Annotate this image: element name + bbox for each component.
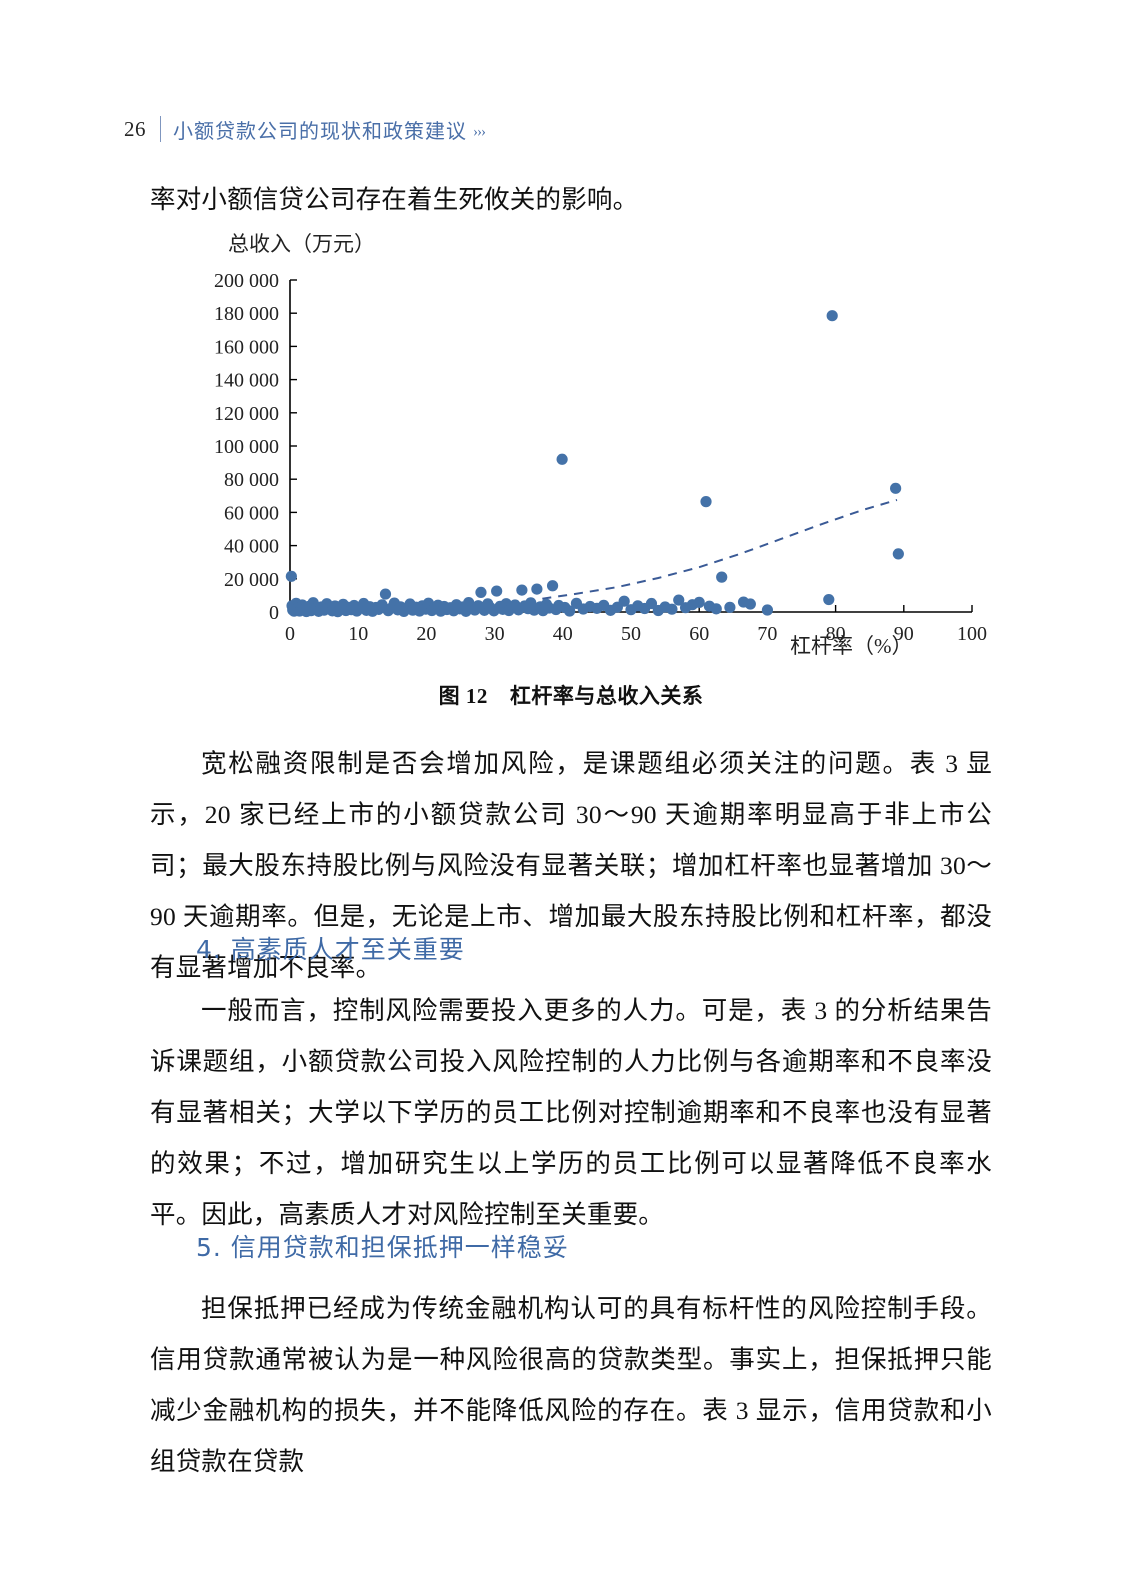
section-heading-4: 4. 高素质人才至关重要 — [196, 935, 465, 964]
chart-plot-svg: 0 20 000 40 000 60 000 80 000 100 000 120 000 1… — [214, 270, 987, 645]
y-tick-label: 60 000 — [224, 502, 279, 524]
x-tick-label: 100 — [957, 623, 987, 645]
x-tick-label: 50 — [621, 623, 641, 645]
data-point — [666, 603, 678, 615]
x-tick-label: 40 — [553, 623, 573, 645]
data-point — [516, 584, 528, 596]
figure-caption-number: 图 12 — [438, 684, 488, 708]
y-tick-label: 160 000 — [214, 336, 279, 358]
paragraph-4: 一般而言，控制风险需要投入更多的人力。可是，表 3 的分析结果告诉课题组，小额贷… — [150, 996, 992, 1229]
paragraph-top: 率对小额信贷公司存在着生死攸关的影响。 — [150, 185, 639, 214]
data-point — [826, 310, 838, 322]
y-tick-label: 100 000 — [214, 436, 279, 458]
figure-12: 总收入（万元） 杠杆率（%） 0 20 000 40 000 60 000 80 000… — [150, 228, 992, 708]
data-point — [744, 598, 756, 610]
trendline — [542, 498, 898, 600]
data-point — [475, 586, 487, 599]
data-point — [716, 571, 728, 583]
data-point — [761, 604, 774, 616]
page-number: 26 — [124, 116, 146, 141]
data-point — [673, 594, 685, 606]
data-point — [546, 580, 559, 592]
header-divider — [160, 116, 161, 142]
data-point — [285, 570, 297, 582]
scatter-chart: 总收入（万元） 杠杆率（%） 0 20 000 40 000 60 000 80 000… — [150, 228, 992, 658]
figure-caption-text: 杠杆率与总收入关系 — [509, 684, 704, 708]
running-header: 26 小额贷款公司的现状和政策建议 ››› — [124, 112, 486, 146]
y-tick-label: 180 000 — [214, 303, 279, 325]
data-point — [556, 453, 568, 465]
data-point — [491, 585, 503, 597]
data-point — [700, 496, 712, 508]
x-tick-label: 60 — [689, 623, 709, 645]
x-tick-label: 20 — [416, 623, 436, 645]
x-tick-label: 0 — [285, 623, 295, 645]
y-tick-label: 40 000 — [224, 536, 279, 558]
data-point — [693, 596, 705, 608]
x-tick-label: 30 — [485, 623, 505, 645]
x-tick-label: 80 — [826, 623, 846, 645]
y-tick-label: 80 000 — [224, 469, 279, 491]
y-tick-label: 120 000 — [214, 403, 279, 425]
x-tick-label: 10 — [348, 623, 368, 645]
y-tick-label: 0 — [269, 602, 279, 624]
data-point — [823, 593, 835, 606]
y-axis-title: 总收入（万元） — [228, 232, 375, 256]
header-title: 小额贷款公司的现状和政策建议 — [173, 120, 467, 143]
y-tick-label: 140 000 — [214, 370, 279, 392]
y-tick-label: 20 000 — [224, 569, 279, 591]
x-tick-label: 70 — [757, 623, 777, 645]
paragraph-5: 担保抵押已经成为传统金融机构认可的具有标杆性的风险控制手段。信用贷款通常被认为是… — [150, 1294, 992, 1476]
data-point — [710, 603, 722, 615]
y-tick-label: 200 000 — [214, 270, 279, 292]
data-point — [379, 588, 392, 600]
data-point — [645, 597, 658, 610]
data-point — [890, 482, 902, 494]
data-point — [618, 595, 630, 607]
x-tick-label: 90 — [894, 623, 914, 645]
x-axis-title: 杠杆率（%） — [790, 634, 913, 658]
section-heading-5: 5. 信用贷款和担保抵押一样稳妥 — [196, 1233, 569, 1262]
figure-caption: 图 12 杠杆率与总收入关系 — [150, 680, 992, 710]
chevrons-icon: ››› — [473, 123, 486, 140]
paragraph-after-figure: 宽松融资限制是否会增加风险，是课题组必须关注的问题。表 3 显示，20 家已经上… — [150, 749, 992, 982]
data-point — [564, 605, 576, 617]
data-point — [724, 601, 736, 613]
data-point — [531, 583, 543, 595]
data-point — [892, 548, 904, 560]
